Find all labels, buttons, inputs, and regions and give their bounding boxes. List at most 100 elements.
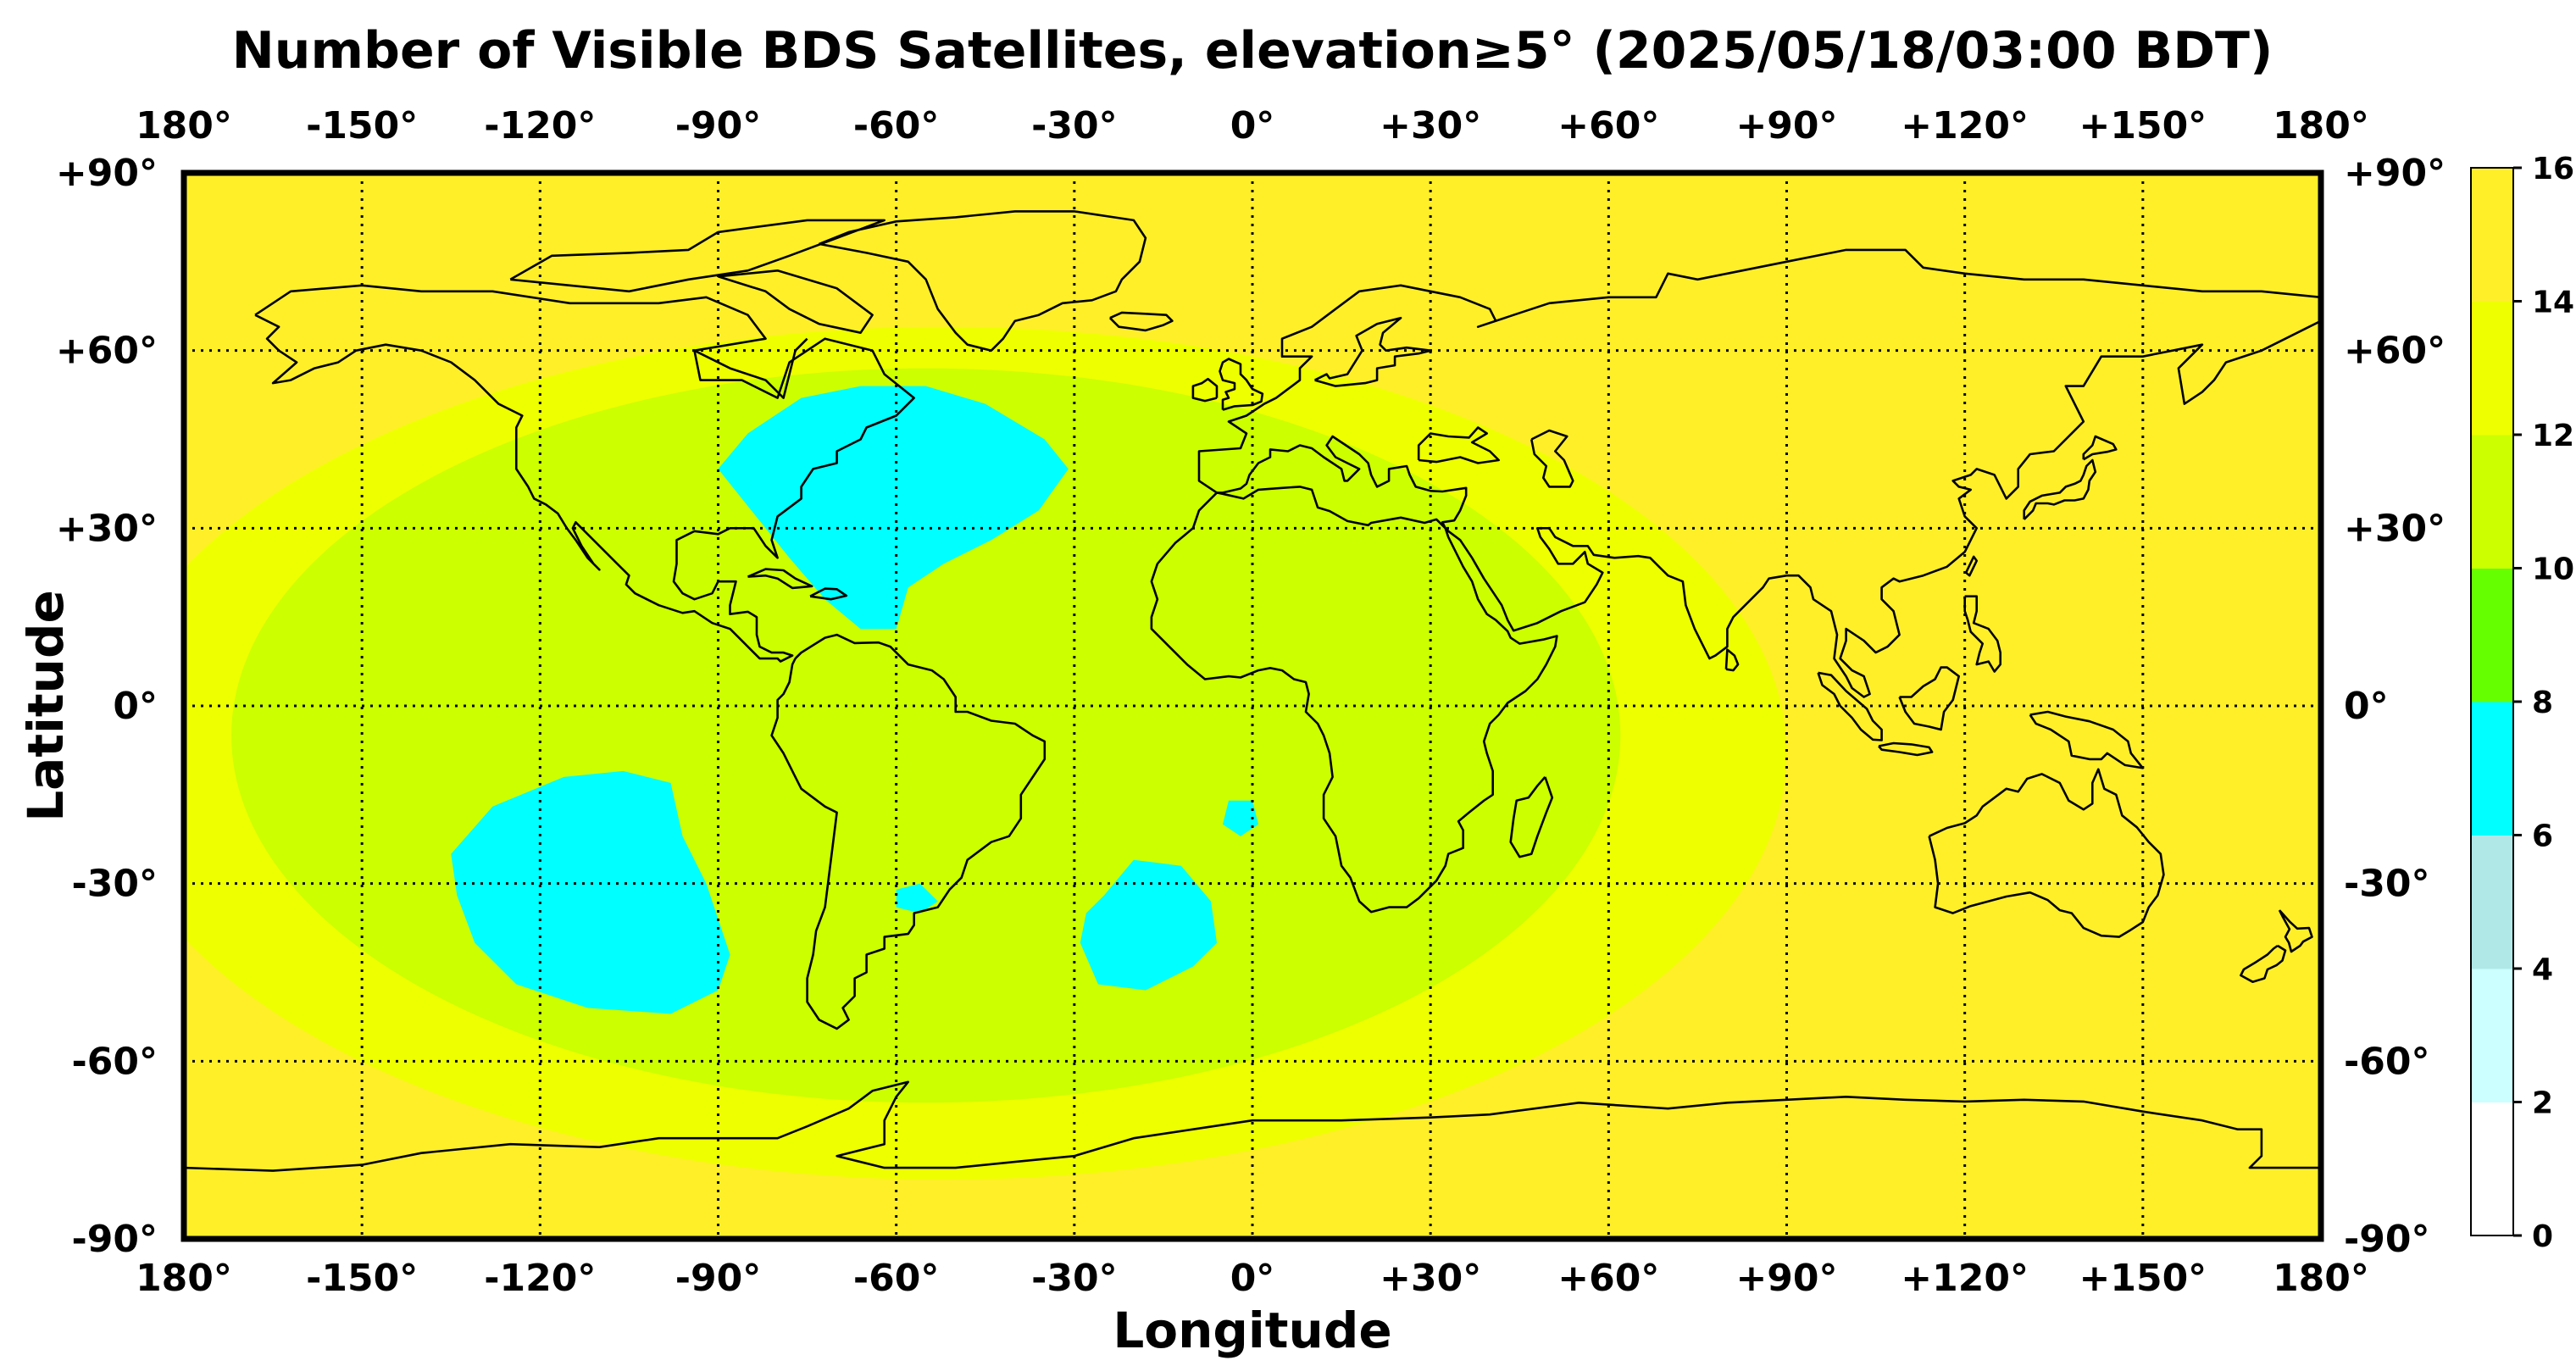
right-lat-tick-label: -30°	[2344, 863, 2430, 906]
bottom-lon-tick-label: 180°	[136, 1257, 232, 1300]
bottom-longitude-ticks: 180° -150° -120° -90° -60° -30° 0° +30° +60° +90°…	[136, 1257, 2369, 1300]
top-lon-tick-label: 180°	[136, 104, 232, 147]
taiwan-coast	[1964, 555, 1978, 577]
eurasia-africa-coast	[1197, 248, 2321, 494]
new-zealand-north-coast	[2278, 909, 2313, 953]
x-axis-label: Longitude	[1113, 1302, 1391, 1359]
top-lon-tick-label: -30°	[1031, 104, 1118, 147]
top-lon-tick-label: +120°	[1901, 104, 2029, 147]
bottom-lon-tick-label: +30°	[1380, 1257, 1481, 1300]
colorbar-tick-label: 2	[2532, 1086, 2553, 1121]
left-lat-tick-label: +90°	[56, 152, 158, 195]
top-longitude-ticks: 180° -150° -120° -90° -60° -30° 0° +30° +60° +90°…	[136, 104, 2369, 147]
colorbar-tick-label: 12	[2532, 419, 2574, 453]
hokkaido-coast	[2082, 435, 2118, 461]
colorbar: 0 2 4 6 8 10 12 14 16	[2470, 152, 2574, 1254]
colorbar-segment-10	[2471, 435, 2513, 569]
black-sea-coast	[1417, 426, 1500, 464]
bottom-lon-tick-label: +150°	[2079, 1257, 2207, 1300]
right-lat-tick-label: -60°	[2344, 1040, 2430, 1083]
right-latitude-ticks: +90° +60° +30° 0° -30° -60° -90°	[2344, 152, 2446, 1261]
left-lat-tick-label: +30°	[56, 507, 158, 550]
ireland-coast	[1191, 377, 1219, 403]
top-lon-tick-label: -120°	[484, 104, 596, 147]
left-lat-tick-label: -60°	[72, 1040, 158, 1083]
heat-region-6	[1080, 859, 1217, 991]
canadian-arctic-coast	[509, 219, 886, 293]
top-lon-tick-label: +60°	[1557, 104, 1659, 147]
colorbar-tick-label: 0	[2532, 1219, 2553, 1254]
right-lat-tick-label: 0°	[2344, 685, 2389, 728]
top-lon-tick-label: +30°	[1380, 104, 1481, 147]
madagascar-coast	[1509, 776, 1554, 858]
heat-region-6	[1223, 800, 1258, 836]
great-britain-coast	[1219, 358, 1264, 411]
heat-region-6	[451, 770, 730, 1014]
right-lat-tick-label: +90°	[2344, 152, 2446, 195]
left-lat-tick-label: +60°	[56, 330, 158, 373]
new-zealand-south-coast	[2240, 944, 2287, 983]
bottom-lon-tick-label: -120°	[484, 1257, 596, 1300]
top-lon-tick-label: -90°	[675, 104, 762, 147]
left-latitude-ticks: +90° +60° +30° 0° -30° -60° -90°	[56, 152, 158, 1261]
top-lon-tick-label: 0°	[1230, 104, 1275, 147]
north-america-coast	[254, 284, 915, 663]
colorbar-segment-2	[2471, 969, 2513, 1102]
top-lon-tick-label: 180°	[2273, 104, 2369, 147]
cuba-coast	[747, 568, 813, 590]
bottom-lon-tick-label: 0°	[1230, 1257, 1275, 1300]
top-lon-tick-label: -60°	[853, 104, 940, 147]
map-area	[180, 169, 2324, 1242]
top-lon-tick-label: -150°	[306, 104, 418, 147]
colorbar-segment-0	[2471, 1102, 2513, 1236]
java-coast	[1878, 741, 1934, 757]
right-lat-tick-label: -90°	[2344, 1218, 2430, 1261]
right-lat-tick-label: +60°	[2344, 330, 2446, 373]
bottom-lon-tick-label: -30°	[1031, 1257, 1118, 1300]
bottom-lon-tick-label: -150°	[306, 1257, 418, 1300]
antarctica-coast	[184, 1080, 2321, 1172]
philippines-coast	[1963, 595, 2001, 673]
greenland-coast	[819, 210, 1147, 352]
left-lat-tick-label: 0°	[113, 685, 158, 728]
coastlines	[184, 210, 2321, 1172]
hispaniola-coast	[809, 587, 848, 601]
sri-lanka-coast	[1724, 648, 1740, 672]
baffin-island-coast	[718, 269, 874, 334]
left-lat-tick-label: -90°	[72, 1218, 158, 1261]
baltic-coast	[1314, 316, 1432, 387]
eurasia-south-coast	[1217, 319, 2321, 698]
africa-coast	[1150, 486, 1558, 913]
heat-region-6	[896, 883, 938, 913]
borneo-coast	[1898, 666, 1960, 731]
bottom-lon-tick-label: -60°	[853, 1257, 940, 1300]
colorbar-segment-4	[2471, 835, 2513, 969]
colorbar-tick-label: 14	[2532, 286, 2574, 320]
top-lon-tick-label: +150°	[2079, 104, 2207, 147]
colorbar-tick-label: 16	[2532, 152, 2574, 186]
chart-title: Number of Visible BDS Satellites, elevat…	[232, 21, 2273, 81]
iceland-coast	[1108, 311, 1174, 332]
south-america-coast	[770, 633, 1046, 1030]
graticule	[184, 173, 2321, 1239]
heat-region-6	[718, 386, 1069, 630]
japan-coast	[2023, 458, 2097, 520]
australia-coast	[1928, 768, 2165, 938]
colorbar-segment-8	[2471, 568, 2513, 702]
bottom-lon-tick-label: +90°	[1735, 1257, 1837, 1300]
colorbar-tick-label: 10	[2532, 553, 2574, 587]
colorbar-segment-6	[2471, 702, 2513, 836]
left-lat-tick-label: -30°	[72, 863, 158, 906]
colorbar-tick-label: 8	[2532, 686, 2553, 720]
right-lat-tick-label: +30°	[2344, 507, 2446, 550]
colorbar-tick-label: 4	[2532, 952, 2553, 987]
top-lon-tick-label: +90°	[1735, 104, 1837, 147]
colorbar-segment-12	[2471, 301, 2513, 436]
colorbar-segment-14	[2471, 168, 2513, 302]
bottom-lon-tick-label: 180°	[2273, 1257, 2369, 1300]
y-axis-label: Latitude	[17, 590, 75, 822]
new-guinea-coast	[2029, 710, 2145, 769]
heat-region-10	[1151, 564, 1319, 825]
map-frame	[180, 169, 2324, 1242]
